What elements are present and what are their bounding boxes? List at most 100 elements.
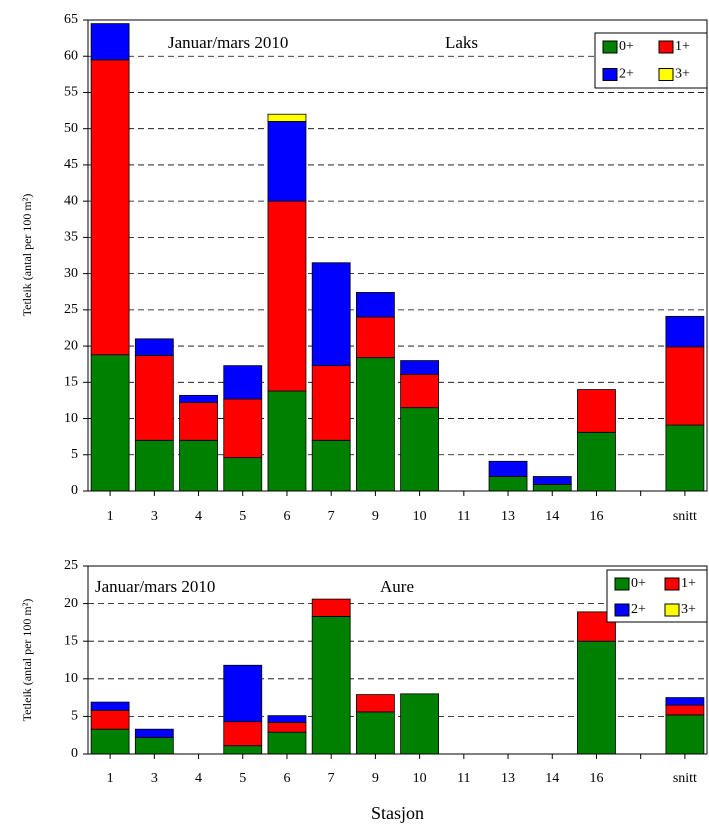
bar-segment bbox=[223, 365, 263, 400]
legend-swatch bbox=[602, 68, 618, 81]
bar-segment bbox=[311, 615, 351, 755]
x-tick-label: 7 bbox=[328, 509, 335, 524]
bar-segment bbox=[223, 721, 263, 747]
y-axis-label: Tetleik (antal per 100 m²) bbox=[20, 194, 34, 317]
x-tick-label: 9 bbox=[372, 771, 379, 786]
x-tick-label: 16 bbox=[589, 509, 603, 524]
legend-label: 0+ bbox=[631, 576, 646, 591]
y-tick-label: 30 bbox=[64, 266, 78, 281]
x-tick-label: 4 bbox=[195, 771, 202, 786]
legend-label: 1+ bbox=[681, 576, 696, 591]
bar-segment bbox=[90, 354, 130, 492]
bar-segment bbox=[134, 737, 174, 755]
bar-segment bbox=[311, 439, 351, 492]
bar-segment bbox=[223, 398, 263, 459]
legend-swatch bbox=[658, 40, 674, 54]
y-tick-label: 20 bbox=[64, 596, 78, 611]
bar-segment bbox=[311, 365, 351, 441]
bar-segment bbox=[134, 355, 174, 441]
legend-label: 3+ bbox=[681, 602, 696, 617]
bar-segment bbox=[267, 390, 307, 492]
bar-segment bbox=[355, 357, 395, 492]
x-tick-label: 14 bbox=[545, 771, 559, 786]
bar-segment bbox=[311, 262, 351, 367]
bar-segment bbox=[532, 484, 572, 492]
bar-segment bbox=[355, 316, 395, 359]
bar-segment bbox=[311, 598, 351, 617]
x-tick-label: 5 bbox=[239, 771, 246, 786]
legend-swatch bbox=[658, 68, 674, 81]
bar-segment bbox=[267, 200, 307, 392]
y-tick-label: 5 bbox=[71, 447, 78, 462]
bar-segment bbox=[134, 439, 174, 492]
y-tick-label: 10 bbox=[64, 671, 78, 686]
y-tick-label: 10 bbox=[64, 411, 78, 426]
annotation: Januar/mars 2010 bbox=[168, 33, 288, 52]
bar-segment bbox=[400, 693, 440, 755]
legend-swatch bbox=[664, 603, 680, 617]
y-tick-label: 0 bbox=[71, 483, 78, 498]
bar-segment bbox=[400, 407, 440, 492]
x-tick-label: 1 bbox=[107, 509, 114, 524]
bar-segment bbox=[577, 389, 616, 433]
annotation: Aure bbox=[380, 577, 414, 596]
x-tick-label: 3 bbox=[151, 771, 158, 786]
bar-segment bbox=[488, 476, 528, 492]
x-tick-label: 7 bbox=[328, 771, 335, 786]
x-tick-label: 14 bbox=[545, 509, 559, 524]
annotation: Laks bbox=[445, 33, 478, 52]
legend-swatch bbox=[614, 577, 630, 591]
bar-segment bbox=[665, 704, 705, 716]
bar-segment bbox=[355, 694, 395, 713]
bar-segment bbox=[355, 711, 395, 755]
legend-swatch bbox=[602, 40, 618, 54]
x-tick-label: 3 bbox=[151, 509, 158, 524]
bar-segment bbox=[179, 439, 218, 492]
bar-segment bbox=[134, 728, 174, 738]
bar-segment bbox=[179, 394, 218, 403]
x-tick-label: snitt bbox=[673, 509, 697, 524]
bar-segment bbox=[267, 722, 307, 733]
bar-segment bbox=[665, 315, 705, 348]
y-tick-label: 40 bbox=[64, 193, 78, 208]
bar-segment bbox=[665, 424, 705, 492]
legend-label: 3+ bbox=[675, 67, 690, 82]
bar-segment bbox=[532, 476, 572, 485]
x-tick-label: 13 bbox=[501, 509, 515, 524]
x-tick-label: 1 bbox=[107, 771, 114, 786]
y-tick-label: 50 bbox=[64, 121, 78, 136]
bar-segment bbox=[355, 292, 395, 318]
legend-label: 0+ bbox=[619, 39, 634, 54]
plot-frame bbox=[87, 565, 708, 755]
x-tick-label: 13 bbox=[501, 771, 515, 786]
y-tick-label: 5 bbox=[71, 709, 78, 724]
bar-segment bbox=[665, 697, 705, 706]
x-tick-label: 16 bbox=[589, 771, 603, 786]
bar-segment bbox=[400, 360, 440, 375]
x-tick-label: 10 bbox=[413, 771, 427, 786]
legend-label: 1+ bbox=[675, 39, 690, 54]
bar-segment bbox=[90, 23, 130, 61]
x-tick-label: 4 bbox=[195, 509, 202, 524]
bar-segment bbox=[400, 373, 440, 409]
bar-segment bbox=[179, 402, 218, 441]
x-axis-label: Stasjon bbox=[371, 803, 424, 823]
x-tick-label: 11 bbox=[457, 509, 470, 524]
bar-segment bbox=[267, 715, 307, 723]
legend-swatch bbox=[664, 577, 680, 591]
plot-frame bbox=[87, 19, 708, 492]
y-tick-label: 15 bbox=[64, 633, 78, 648]
x-tick-label: snitt bbox=[673, 771, 697, 786]
x-tick-label: 6 bbox=[283, 771, 290, 786]
bar-segment bbox=[134, 338, 174, 356]
y-tick-label: 20 bbox=[64, 338, 78, 353]
bar-segment bbox=[577, 431, 616, 492]
annotation: Januar/mars 2010 bbox=[95, 577, 215, 596]
x-tick-label: 11 bbox=[457, 771, 470, 786]
bar-segment bbox=[488, 460, 528, 477]
bar-segment bbox=[267, 121, 307, 202]
bar-segment bbox=[90, 59, 130, 356]
bar-segment bbox=[665, 346, 705, 426]
y-tick-label: 65 bbox=[64, 12, 78, 27]
y-tick-label: 35 bbox=[64, 230, 78, 245]
